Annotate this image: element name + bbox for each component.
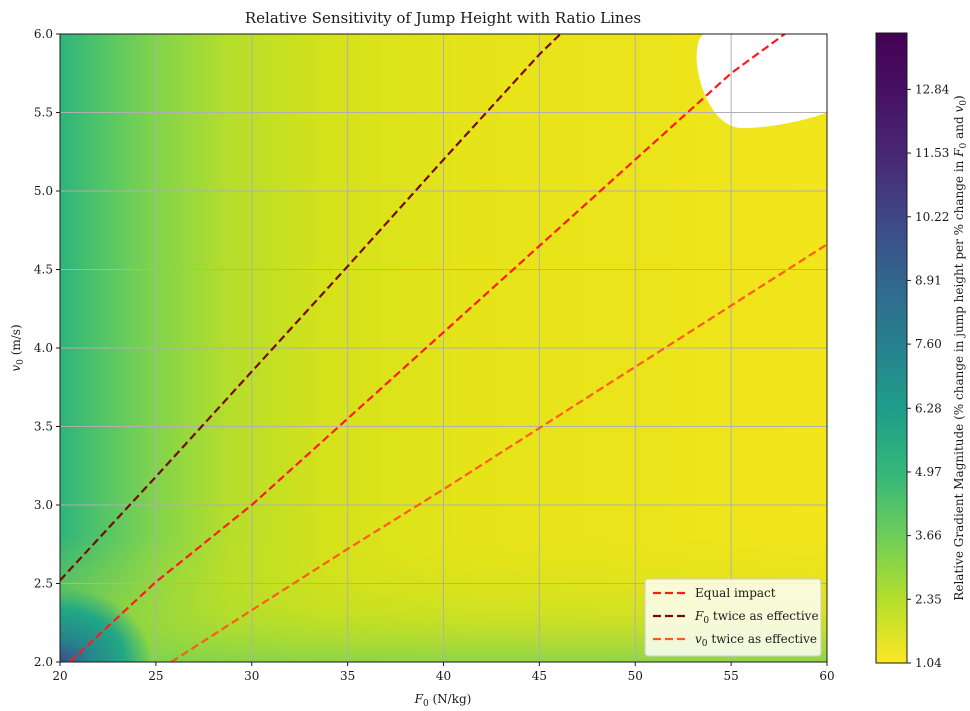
legend: Equal impact F0 twice as effective v0 twic… (644, 578, 822, 657)
y-tick-label: 5.5 (34, 106, 53, 120)
x-tick-label: 60 (819, 669, 834, 683)
colorbar-tick-label: 1.04 (915, 656, 942, 670)
y-tick-label: 3.5 (34, 420, 53, 434)
series-line-0 (68, 34, 786, 662)
x-tick-label: 35 (340, 669, 355, 683)
x-axis: 20 25 30 35 40 45 50 55 60 (52, 662, 835, 683)
legend-label-0: Equal impact (695, 586, 776, 600)
grid (60, 34, 827, 662)
legend-box (644, 578, 822, 657)
x-tick-label: 40 (436, 669, 451, 683)
legend-label-1: F0 twice as effective (694, 609, 819, 626)
y-tick-label: 4.5 (34, 263, 53, 277)
colorbar-gradient (875, 32, 908, 664)
x-tick-label: 20 (52, 669, 67, 683)
plot-area (60, 34, 827, 662)
colorbar-tick-label: 8.91 (915, 273, 942, 287)
colorbar-tick-label: 10.22 (915, 210, 949, 224)
colorbar-tick-label: 6.28 (915, 401, 942, 415)
heatmap-nan-region (696, 34, 827, 129)
y-tick-label: 5.0 (34, 184, 53, 198)
colorbar-tick-label: 11.53 (915, 146, 949, 160)
legend-label-2: v0 twice as effective (695, 632, 817, 649)
y-tick-label: 6.0 (34, 27, 53, 41)
colorbar: 1.04 2.35 3.66 4.97 6.28 7.60 8.91 10.22 11.53 12… (875, 32, 969, 670)
series-line-1 (60, 34, 562, 582)
x-tick-label: 55 (723, 669, 738, 683)
colorbar-label: Relative Gradient Magnitude (% change in… (952, 95, 969, 600)
colorbar-tick-label: 3.66 (915, 529, 942, 543)
y-axis: 2.0 2.5 3.0 3.5 4.0 4.5 5.0 5.5 6.0 (34, 27, 60, 669)
y-tick-label: 3.0 (34, 498, 53, 512)
colorbar-ticks: 1.04 2.35 3.66 4.97 6.28 7.60 8.91 10.22 11.53 12… (907, 82, 950, 670)
x-axis-label: F0 (N/kg) (414, 692, 472, 709)
series-layer (60, 34, 827, 662)
x-tick-label: 25 (148, 669, 163, 683)
colorbar-tick-label: 7.60 (915, 337, 942, 351)
colorbar-tick-label: 2.35 (915, 592, 942, 606)
colorbar-tick-label: 12.84 (915, 82, 950, 96)
y-tick-label: 4.0 (34, 341, 53, 355)
y-tick-label: 2.5 (34, 577, 53, 591)
x-tick-label: 30 (244, 669, 259, 683)
colorbar-tick-label: 4.97 (915, 465, 942, 479)
series-line-2 (170, 243, 827, 662)
y-axis-label: v0 (m/s) (9, 324, 26, 371)
y-tick-label: 2.0 (34, 655, 53, 669)
x-tick-label: 50 (628, 669, 643, 683)
chart-title: Relative Sensitivity of Jump Height with… (245, 9, 641, 27)
x-tick-label: 45 (532, 669, 547, 683)
